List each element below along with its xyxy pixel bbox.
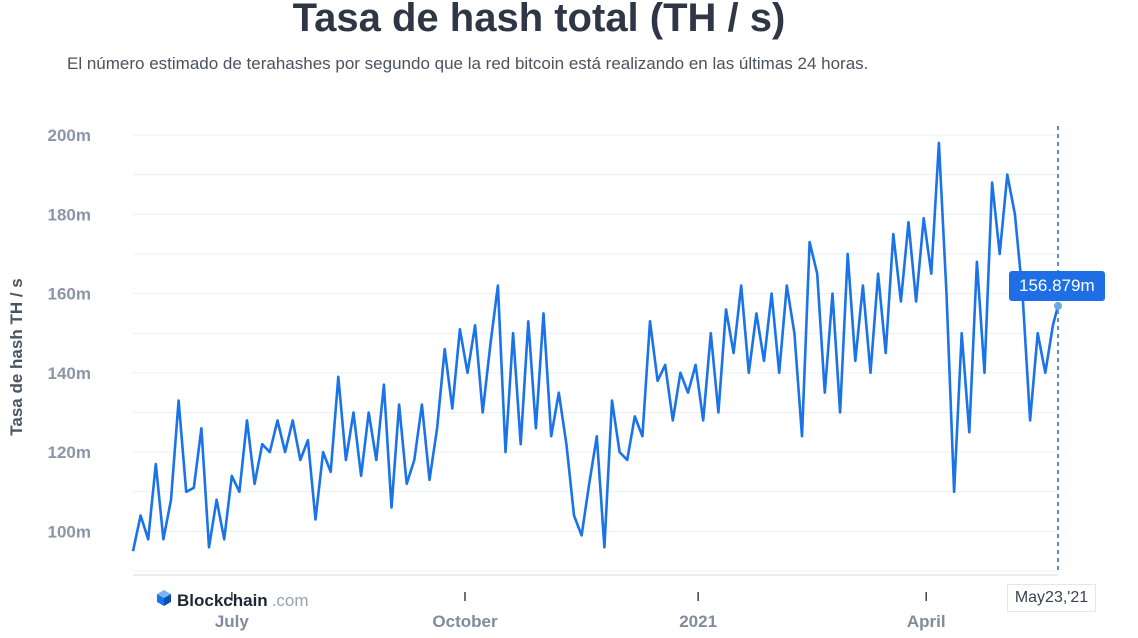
y-tick-label: 120m <box>48 443 91 462</box>
y-tick-label: 100m <box>48 522 91 541</box>
y-axis-ticks: 100m 120m 140m 160m 180m 200m <box>48 126 91 541</box>
x-tick-label: April <box>907 612 946 631</box>
hover-point[interactable] <box>1054 301 1062 310</box>
x-tick-label: 2021 <box>679 612 717 631</box>
blockchain-brand[interactable]: Blockchain .com <box>155 589 309 612</box>
blockchain-cube-icon <box>155 589 173 612</box>
x-axis-ticks: July October 2021 April <box>215 592 946 631</box>
brand-name: Blockchain <box>177 590 268 610</box>
x-tick-label: July <box>215 612 250 631</box>
y-tick-label: 180m <box>48 205 91 224</box>
brand-tld: .com <box>271 590 309 610</box>
y-tick-label: 200m <box>48 126 91 145</box>
grid-lines <box>133 134 1058 572</box>
y-tick-label: 140m <box>48 364 91 383</box>
y-axis-label: Tasa de hash TH / s <box>7 278 26 435</box>
value-tooltip: 156.879m <box>1009 271 1105 301</box>
series-line[interactable] <box>131 141 1060 552</box>
page-title: Tasa de hash total (TH / s) <box>292 0 786 40</box>
y-tick-label: 160m <box>48 285 91 304</box>
date-cursor-label: May23,'21 <box>1007 584 1096 612</box>
page-subtitle: El número estimado de terahashes por seg… <box>67 54 869 73</box>
x-tick-label: October <box>432 612 498 631</box>
